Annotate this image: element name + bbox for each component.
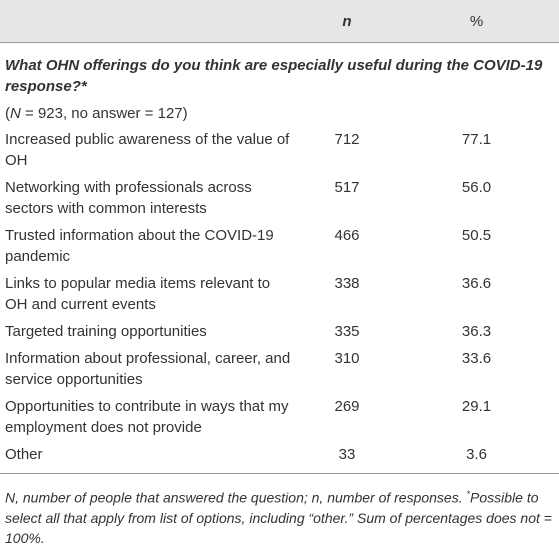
cell-value: 269	[334, 398, 360, 415]
cell-value: 36.6	[461, 275, 492, 292]
table: n % What OHN offerings do you think are …	[0, 0, 559, 474]
header-cell	[0, 0, 300, 43]
footnote-part: *	[466, 489, 471, 499]
row-label: Trusted information about the COVID-19 p…	[5, 227, 274, 265]
header-cell: n	[300, 0, 394, 43]
cell-value: 712	[334, 131, 360, 148]
cell-value: 33	[300, 441, 394, 474]
row-label: Targeted training opportunities	[5, 323, 207, 340]
cell-value: 335	[334, 323, 360, 340]
cell-value: 517	[334, 179, 360, 196]
cell-value: 29.1	[461, 398, 492, 415]
cell-value: 338	[334, 275, 360, 292]
cell-value: 56.0	[461, 179, 492, 196]
footnote-part: N, number of people that answered the qu…	[5, 489, 467, 506]
cell-value: 466	[334, 227, 360, 244]
table-row: Opportunities to contribute in ways that…	[0, 393, 559, 441]
subtitle-part: (	[5, 105, 10, 122]
header-cell: %	[394, 0, 559, 43]
table-row: Information about professional, career, …	[0, 345, 559, 393]
row-label: Other	[0, 441, 300, 474]
cell-value: 3.6	[394, 441, 559, 474]
table-row: Targeted training opportunities 335 36.3	[0, 318, 559, 345]
table-row: Trusted information about the COVID-19 p…	[0, 222, 559, 270]
footnote: N, number of people that answered the qu…	[0, 474, 559, 548]
row-label: Links to popular media items relevant to…	[5, 275, 271, 313]
subtitle-part: N	[10, 105, 21, 122]
table-row: Links to popular media items relevant to…	[0, 270, 559, 318]
footnote-part: Possible to select all that apply from l…	[5, 489, 552, 546]
row-label: Networking with professionals across sec…	[5, 179, 252, 217]
cell-value: 310	[334, 350, 360, 367]
section-title: What OHN offerings do you think are espe…	[5, 57, 543, 95]
row-label: Information about professional, career, …	[5, 350, 291, 388]
header-row: n %	[0, 0, 559, 43]
row-label: Opportunities to contribute in ways that…	[5, 398, 289, 436]
row-label: Increased public awareness of the value …	[5, 131, 290, 169]
table-row: Increased public awareness of the value …	[0, 126, 559, 174]
subtitle: (N = 923, no answer = 127)	[0, 100, 559, 126]
table-row: Networking with professionals across sec…	[0, 174, 559, 222]
cell-value: 77.1	[461, 131, 492, 148]
cell-value: 50.5	[461, 227, 492, 244]
subtitle-part: = 923, no answer = 127)	[20, 105, 188, 122]
cell-value: 36.3	[461, 323, 492, 340]
cell-value: 33.6	[461, 350, 492, 367]
table-row: Other 33 3.6	[0, 441, 559, 474]
